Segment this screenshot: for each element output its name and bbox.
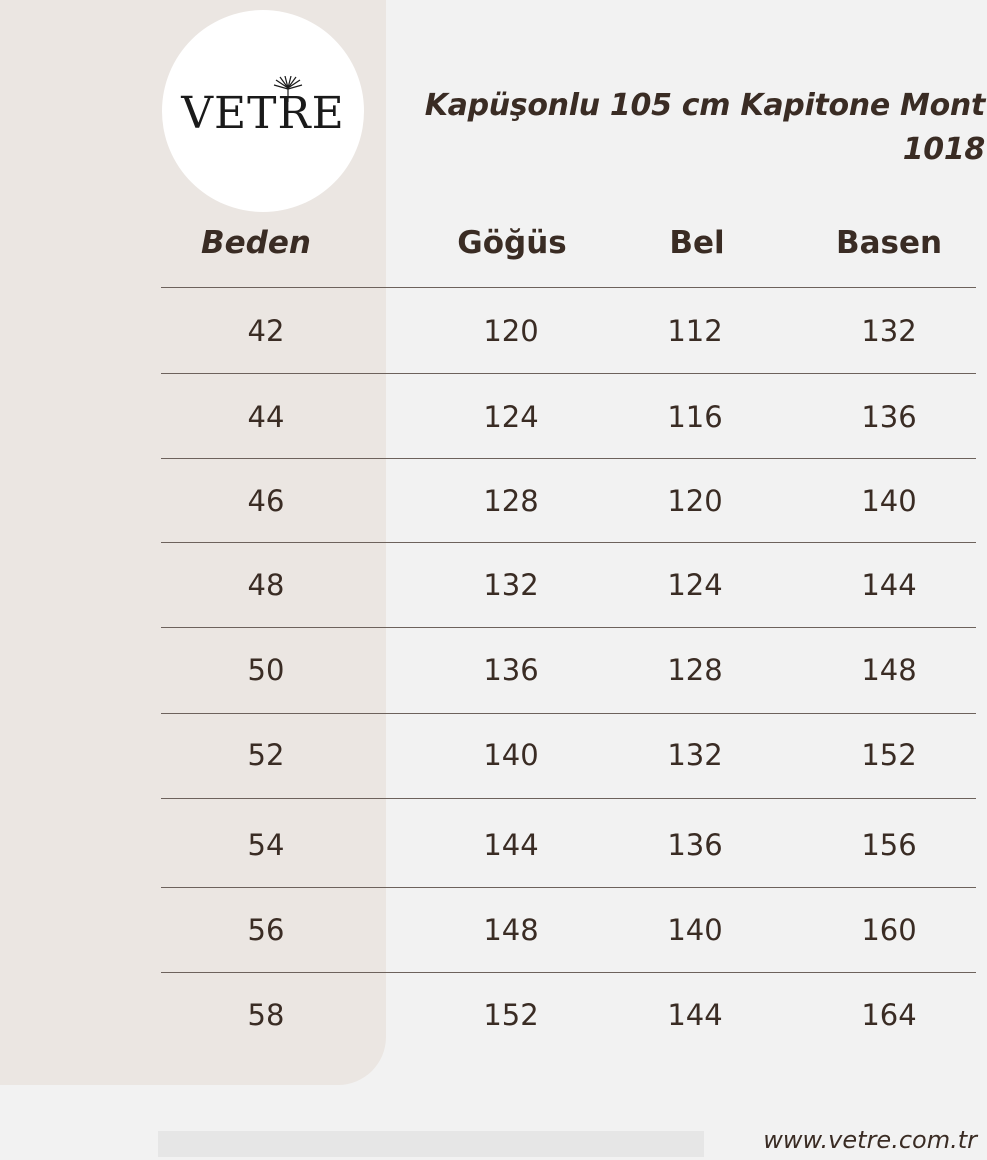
table-row-divider: [161, 972, 976, 973]
header-basen: Basen: [835, 225, 943, 261]
cell-beden: 44: [247, 400, 285, 434]
table-row: 50 136 128 148: [0, 650, 987, 690]
header-gogus: Göğüs: [457, 225, 567, 261]
cell-bel: 124: [667, 568, 723, 602]
cell-beden: 50: [247, 653, 285, 687]
cell-gogus: 144: [483, 828, 539, 862]
brand-logo: VETRE: [162, 10, 364, 212]
cell-gogus: 124: [483, 400, 539, 434]
table-row-divider: [161, 887, 976, 888]
cell-gogus: 152: [483, 998, 539, 1032]
cell-bel: 136: [667, 828, 723, 862]
cell-gogus: 128: [483, 484, 539, 518]
cell-beden: 54: [247, 828, 285, 862]
table-row: 54 144 136 156: [0, 825, 987, 865]
header-beden: Beden: [201, 225, 311, 261]
cell-bel: 112: [667, 314, 723, 348]
table-header: Beden Göğüs Bel Basen: [0, 220, 987, 266]
header-bel: Bel: [669, 225, 725, 261]
cell-bel: 120: [667, 484, 723, 518]
table-row: 56 148 140 160: [0, 910, 987, 950]
cell-gogus: 148: [483, 913, 539, 947]
cell-basen: 152: [861, 738, 917, 772]
table-row-divider: [161, 713, 976, 714]
cell-basen: 156: [861, 828, 917, 862]
table-row-divider: [161, 287, 976, 288]
cell-beden: 46: [247, 484, 285, 518]
cell-gogus: 120: [483, 314, 539, 348]
table-row: 42 120 112 132: [0, 311, 987, 351]
footer-bar: [158, 1131, 704, 1157]
cell-basen: 148: [861, 653, 917, 687]
product-title-line2: 1018: [902, 132, 986, 167]
cell-bel: 128: [667, 653, 723, 687]
table-row-divider: [161, 458, 976, 459]
cell-beden: 58: [247, 998, 285, 1032]
cell-beden: 56: [247, 913, 285, 947]
cell-gogus: 136: [483, 653, 539, 687]
table-row-divider: [161, 373, 976, 374]
table-row: 58 152 144 164: [0, 995, 987, 1035]
cell-basen: 164: [861, 998, 917, 1032]
palm-leaf-icon: [273, 76, 303, 102]
cell-basen: 160: [861, 913, 917, 947]
product-title: Kapüşonlu 105 cm Kapitone Mont 1018: [365, 84, 986, 172]
cell-bel: 116: [667, 400, 723, 434]
cell-beden: 52: [247, 738, 285, 772]
cell-basen: 132: [861, 314, 917, 348]
cell-beden: 42: [247, 314, 285, 348]
table-row: 52 140 132 152: [0, 735, 987, 775]
table-row-divider: [161, 627, 976, 628]
table-row: 46 128 120 140: [0, 481, 987, 521]
table-row: 48 132 124 144: [0, 565, 987, 605]
table-row-divider: [161, 542, 976, 543]
cell-basen: 140: [861, 484, 917, 518]
cell-basen: 136: [861, 400, 917, 434]
cell-gogus: 132: [483, 568, 539, 602]
logo-wordmark: VETRE: [181, 88, 345, 139]
product-title-line1: Kapüşonlu 105 cm Kapitone Mont: [424, 88, 986, 123]
cell-gogus: 140: [483, 738, 539, 772]
website-url: www.vetre.com.tr: [763, 1126, 977, 1154]
table-row-divider: [161, 798, 976, 799]
cell-bel: 132: [667, 738, 723, 772]
cell-basen: 144: [861, 568, 917, 602]
cell-bel: 144: [667, 998, 723, 1032]
cell-bel: 140: [667, 913, 723, 947]
table-row: 44 124 116 136: [0, 397, 987, 437]
cell-beden: 48: [247, 568, 285, 602]
